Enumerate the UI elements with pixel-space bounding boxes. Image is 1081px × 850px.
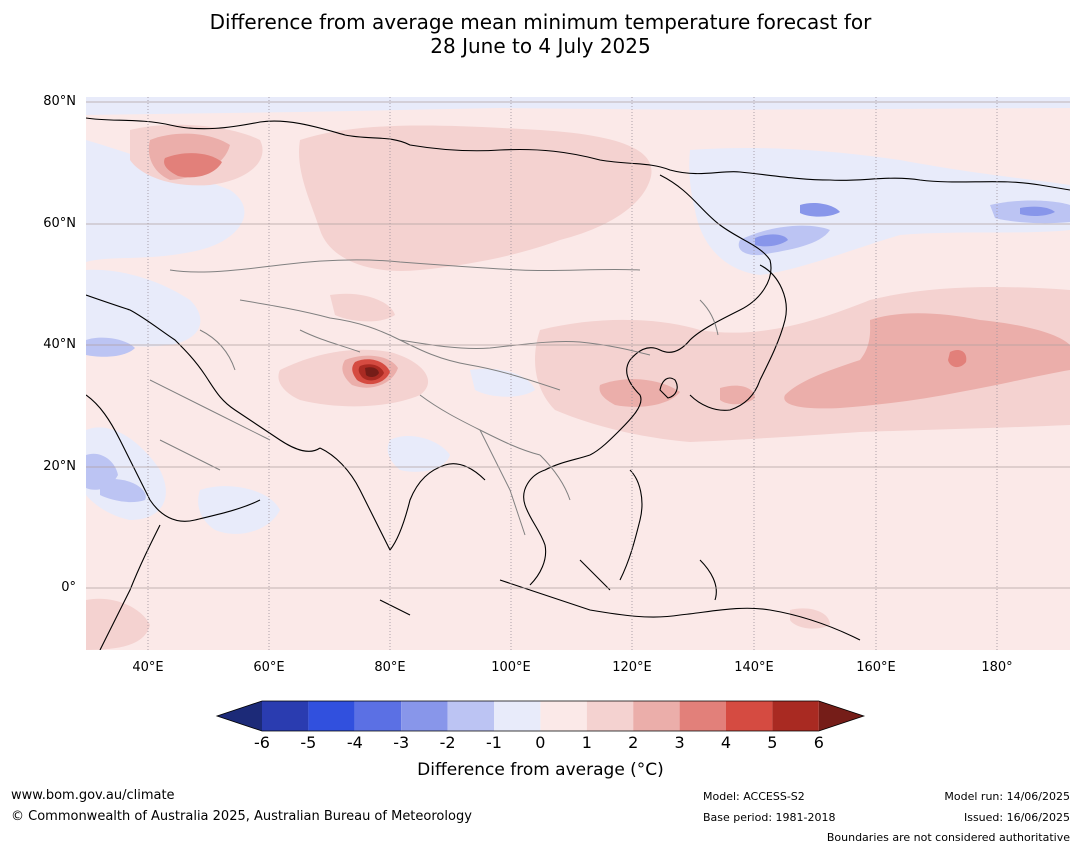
arctic-cool-band	[86, 97, 1070, 115]
colorbar-outline	[215, 700, 866, 732]
colorbar-extend-high	[818, 701, 864, 731]
karakoram-extreme-peak	[365, 367, 379, 378]
colorbar-segment	[494, 701, 541, 731]
bering-cool-core	[1020, 206, 1055, 217]
colorbar-segment	[772, 701, 819, 731]
east-china-sea-warm-patch	[599, 379, 680, 407]
footer-base-period: Base period: 1981-2018	[703, 811, 836, 824]
colorbar-tick-label: -3	[393, 733, 410, 752]
black-sea-cool-patch	[86, 337, 135, 357]
colorbar-segment	[540, 701, 587, 731]
lon-label-60e: 60°E	[253, 660, 285, 675]
graticule	[86, 97, 1070, 650]
colorbar-tick-label: -5	[300, 733, 317, 752]
okhotsk-cool-core	[755, 234, 788, 247]
footer-model-run: Model run: 14/06/2025	[944, 790, 1070, 803]
colorbar-segment	[354, 701, 402, 731]
footer-issued: Issued: 16/06/2025	[963, 811, 1070, 824]
india-cool-region	[387, 435, 450, 472]
pacific-warm-peak	[948, 350, 967, 368]
lon-label-100e: 100°E	[491, 660, 531, 675]
colorbar-segment	[679, 701, 726, 731]
colorbar-tick-label: 6	[813, 733, 824, 752]
lon-label-120e: 120°E	[612, 660, 652, 675]
colorbar-tick-label: 2	[628, 733, 639, 752]
colorbar-tick-label: -6	[254, 733, 270, 752]
coastlines	[86, 117, 1070, 650]
colorbar-segment	[726, 701, 773, 731]
colorbar-tick-label: -1	[486, 733, 502, 752]
yemen-cool-patch	[100, 479, 146, 503]
temperature-anomaly-map	[86, 97, 1070, 650]
tibet-cool-region	[470, 368, 535, 397]
lon-label-140e: 140°E	[734, 660, 774, 675]
colorbar-tick-label: -4	[346, 733, 363, 752]
lat-label-20n: 20°N	[43, 459, 76, 474]
footer-model: Model: ACCESS-S2	[703, 790, 805, 803]
colorbar-segment	[262, 701, 309, 731]
map-title-line1: Difference from average mean minimum tem…	[209, 10, 872, 34]
colorbar-extend-low	[217, 701, 262, 731]
colorbar-segment	[447, 701, 494, 731]
north-pacific-warm-core	[784, 313, 1070, 409]
colorbar-tick-label: 4	[720, 733, 732, 752]
colorbar-label: Difference from average (°C)	[417, 760, 664, 780]
africa-south-warm-region	[86, 598, 150, 650]
colorbar-segment	[308, 701, 355, 731]
caspian-cool-region	[86, 269, 201, 347]
colorbar-tick-label: -2	[439, 733, 456, 752]
map-title-line2: 28 June to 4 July 2025	[430, 34, 651, 58]
colorbar-tick-label: 0	[535, 733, 546, 752]
colorbar-tick-label: 3	[674, 733, 685, 752]
footer-disclaimer: Boundaries are not considered authoritat…	[826, 831, 1070, 844]
lat-label-0: 0°	[61, 580, 76, 595]
lon-label-40e: 40°E	[132, 660, 164, 675]
colorbar-tick-label: 1	[581, 733, 592, 752]
barents-warm-peak	[164, 153, 222, 178]
colorbar-segment	[401, 701, 448, 731]
lon-label-180: 180°	[981, 660, 1013, 675]
lon-label-80e: 80°E	[374, 660, 406, 675]
west-siberia-cool-region	[86, 140, 245, 262]
lat-label-80n: 80°N	[43, 94, 76, 109]
lat-label-60n: 60°N	[43, 216, 76, 231]
lon-label-160e: 160°E	[856, 660, 896, 675]
japan-south-warm-patch	[720, 385, 755, 405]
colorbar-segment	[633, 701, 680, 731]
footer-url: www.bom.gov.au/climate	[11, 788, 175, 803]
central-siberia-warm-region	[299, 125, 652, 271]
kazakh-warm-patch	[330, 293, 395, 322]
footer-copyright: © Commonwealth of Australia 2025, Austra…	[11, 809, 472, 824]
lat-label-40n: 40°N	[43, 337, 76, 352]
colorbar-segment	[586, 701, 634, 731]
kamchatka-cool-core	[800, 202, 840, 217]
png-warm-patch	[790, 608, 830, 629]
colorbar-tick-label: 5	[767, 733, 778, 752]
africa-cool-region	[198, 486, 280, 534]
